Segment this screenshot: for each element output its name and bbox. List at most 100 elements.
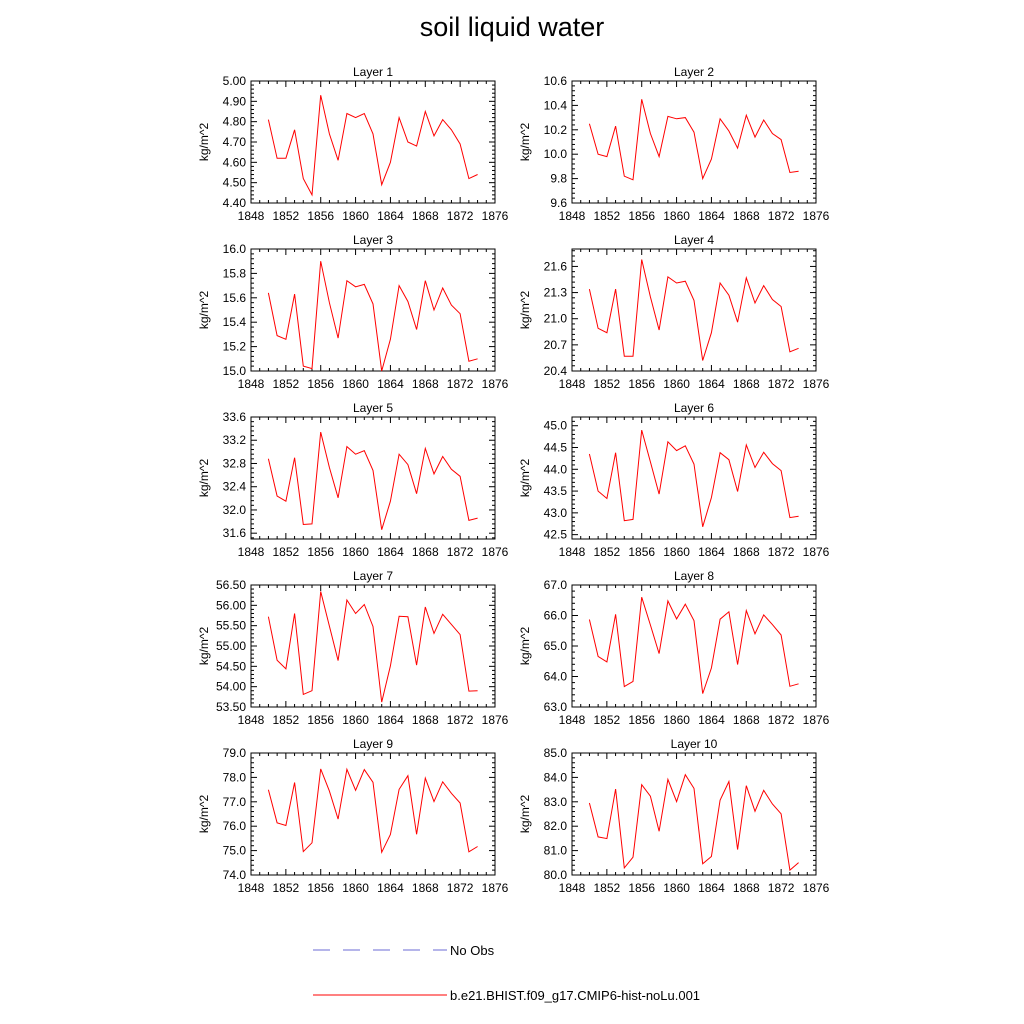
panel-1-x-tick-label: 1852 (273, 209, 300, 223)
panel-7-y-tick-label: 54.00 (216, 680, 246, 694)
panel-5-x-tick-label: 1852 (273, 545, 300, 559)
panel-10-y-tick-label: 85.0 (544, 746, 568, 760)
panel-7-y-axis-label: kg/m^2 (197, 627, 211, 666)
panel-1-y-tick-label: 4.90 (223, 94, 247, 108)
panel-4-y-tick-label: 21.3 (544, 286, 568, 300)
panel-4-x-tick-label: 1856 (628, 377, 655, 391)
panel-1-y-axis-label: kg/m^2 (197, 123, 211, 162)
panel-6-x-tick-label: 1864 (698, 545, 725, 559)
panel-1-x-tick-label: 1872 (447, 209, 474, 223)
panel-9-x-tick-label: 1868 (412, 881, 439, 895)
panel-8-series-line (588, 597, 799, 694)
panel-8-y-axis-label: kg/m^2 (518, 627, 532, 666)
panel-9-x-tick-label: 1864 (377, 881, 404, 895)
panel-4-y-axis-label: kg/m^2 (518, 291, 532, 330)
panel-3-x-tick-label: 1864 (377, 377, 404, 391)
panel-4-x-tick-label: 1848 (559, 377, 586, 391)
panel-1-y-tick-label: 4.60 (223, 155, 247, 169)
panel-2-x-tick-label: 1852 (594, 209, 621, 223)
panel-8-plot-frame (571, 584, 817, 708)
panel-6-x-tick-label: 1856 (628, 545, 655, 559)
panel-7-x-tick-label: 1868 (412, 713, 439, 727)
panel-2-y-tick-label: 9.6 (550, 196, 567, 210)
panel-10-x-tick-label: 1876 (803, 881, 830, 895)
panel-5-series-line (267, 431, 478, 530)
panel-1-y-tick-label: 4.40 (223, 196, 247, 210)
panel-3-y-tick-label: 15.6 (223, 291, 247, 305)
panel-6-y-tick-label: 43.5 (544, 484, 568, 498)
panel-9-y-tick-label: 77.0 (223, 795, 247, 809)
panel-9-x-tick-label: 1872 (447, 881, 474, 895)
panel-6-x-tick-label: 1860 (663, 545, 690, 559)
panel-6-title: Layer 6 (674, 401, 714, 415)
panel-3-x-tick-label: 1852 (273, 377, 300, 391)
panel-6-x-tick-label: 1872 (768, 545, 795, 559)
panel-4-x-tick-label: 1872 (768, 377, 795, 391)
panel-10-x-tick-label: 1868 (733, 881, 760, 895)
panel-4-x-tick-label: 1852 (594, 377, 621, 391)
panel-7-x-tick-label: 1876 (482, 713, 509, 727)
panel-1-y-tick-label: 4.50 (223, 176, 247, 190)
panel-8-y-tick-label: 64.0 (544, 670, 568, 684)
panel-10-y-tick-label: 83.0 (544, 795, 568, 809)
panel-4-title: Layer 4 (674, 233, 714, 247)
panel-6-x-tick-label: 1852 (594, 545, 621, 559)
panel-3-title: Layer 3 (353, 233, 393, 247)
panel-5-y-tick-label: 32.0 (223, 503, 247, 517)
panel-2-x-tick-label: 1856 (628, 209, 655, 223)
panel-7-y-tick-label: 53.50 (216, 700, 246, 714)
panel-6-series-line (588, 429, 799, 527)
panel-10-x-tick-label: 1848 (559, 881, 586, 895)
panel-8-x-tick-label: 1860 (663, 713, 690, 727)
panel-5-plot-frame (250, 416, 496, 540)
panel-8-x-tick-label: 1856 (628, 713, 655, 727)
panel-2-y-tick-label: 10.0 (544, 147, 568, 161)
panel-6-y-tick-label: 45.0 (544, 419, 568, 433)
panel-6-x-tick-label: 1876 (803, 545, 830, 559)
panel-1-x-tick-label: 1876 (482, 209, 509, 223)
panel-2-x-tick-label: 1860 (663, 209, 690, 223)
panel-6-y-tick-label: 42.5 (544, 528, 568, 542)
panel-10-x-tick-label: 1860 (663, 881, 690, 895)
panel-2-x-tick-label: 1876 (803, 209, 830, 223)
panel-6-plot-frame (571, 416, 817, 540)
panel-3-y-tick-label: 15.0 (223, 364, 247, 378)
panel-4-x-tick-label: 1864 (698, 377, 725, 391)
panel-1-y-tick-label: 4.80 (223, 115, 247, 129)
panel-7-series-line (267, 591, 478, 703)
panel-2-series-line (588, 99, 799, 181)
panel-9-title: Layer 9 (353, 737, 393, 751)
panel-5-y-axis-label: kg/m^2 (197, 459, 211, 498)
panel-9-y-tick-label: 79.0 (223, 746, 247, 760)
panel-4-x-tick-label: 1868 (733, 377, 760, 391)
panel-4-plot-frame (571, 248, 817, 372)
panel-8-y-tick-label: 65.0 (544, 639, 568, 653)
panel-2-x-tick-label: 1848 (559, 209, 586, 223)
panel-9-y-axis-label: kg/m^2 (197, 795, 211, 834)
panel-10-x-tick-label: 1864 (698, 881, 725, 895)
panel-10-x-tick-label: 1856 (628, 881, 655, 895)
page-title: soil liquid water (419, 12, 605, 42)
panel-8-x-tick-label: 1868 (733, 713, 760, 727)
panel-5-x-tick-label: 1848 (238, 545, 265, 559)
panel-10-y-tick-label: 82.0 (544, 819, 568, 833)
panel-9-y-tick-label: 74.0 (223, 868, 247, 882)
panel-9-x-tick-label: 1856 (307, 881, 334, 895)
panel-1-y-tick-label: 4.70 (223, 135, 247, 149)
panel-3-series-line (267, 261, 478, 372)
panel-10-x-tick-label: 1852 (594, 881, 621, 895)
panel-5-y-tick-label: 31.6 (223, 526, 247, 540)
panel-3-x-tick-label: 1848 (238, 377, 265, 391)
panel-7-x-tick-label: 1872 (447, 713, 474, 727)
panel-3-x-tick-label: 1860 (342, 377, 369, 391)
panel-9-x-tick-label: 1852 (273, 881, 300, 895)
panel-7-y-tick-label: 55.50 (216, 619, 246, 633)
panel-4-series-line (588, 259, 799, 361)
panel-5-title: Layer 5 (353, 401, 393, 415)
panel-2-title: Layer 2 (674, 65, 714, 79)
panel-9-series-line (267, 767, 478, 855)
panel-3-x-tick-label: 1876 (482, 377, 509, 391)
panel-9-y-tick-label: 75.0 (223, 844, 247, 858)
panel-7-x-tick-label: 1852 (273, 713, 300, 727)
